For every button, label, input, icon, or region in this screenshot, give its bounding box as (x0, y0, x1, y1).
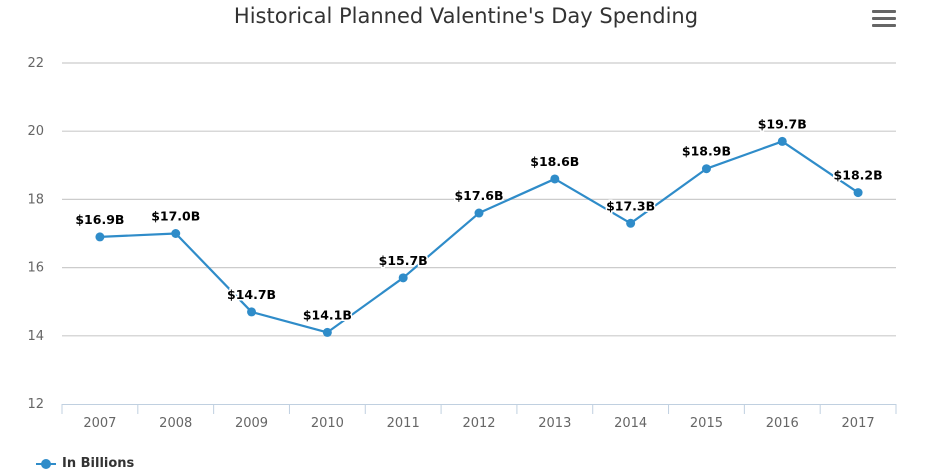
menu-bar (872, 17, 896, 20)
series-line (99, 140, 859, 334)
legend-label: In Billions (62, 456, 135, 471)
x-tick-label: 2008 (159, 416, 192, 431)
x-tick-label: 2013 (538, 416, 571, 431)
data-point (550, 174, 560, 184)
data-label: $18.6B (530, 154, 579, 169)
data-label: $19.7B (758, 116, 807, 131)
y-tick-label: 22 (27, 56, 44, 71)
y-tick-label: 20 (27, 124, 44, 139)
x-tick-label: 2017 (842, 416, 875, 431)
data-point (853, 188, 863, 198)
series-in-billions: $16.9B $17.0B $14.7B $14.1B $15.7B $17.6B $18.… (74, 115, 884, 337)
data-label: $18.2B (834, 168, 883, 183)
data-point (777, 136, 787, 146)
x-tick-label: 2010 (311, 416, 344, 431)
chart-title: Historical Planned Valentine's Day Spend… (233, 4, 699, 28)
y-axis: 12 14 16 18 20 22 (27, 56, 44, 412)
data-point (247, 307, 257, 317)
data-point (171, 229, 181, 238)
y-tick-label: 18 (27, 192, 44, 207)
data-label: $18.9B (682, 144, 731, 159)
data-point (322, 327, 332, 337)
data-label: $17.6B (454, 188, 503, 203)
y-tick-label: 12 (27, 397, 44, 412)
data-label: $15.7B (379, 253, 428, 268)
menu-bar (872, 10, 896, 13)
data-point (474, 208, 484, 218)
data-label: $14.1B (303, 307, 352, 322)
x-tick-label: 2012 (462, 416, 495, 431)
x-tick-label: 2016 (766, 416, 799, 431)
menu-bar (872, 24, 896, 27)
y-tick-label: 16 (27, 261, 44, 276)
x-tick-label: 2014 (614, 416, 647, 431)
x-axis: 2007 2008 2009 2010 2011 2012 2013 2014 2015 2016… (61, 404, 897, 431)
legend-item[interactable]: In Billions (36, 456, 134, 471)
data-label: $16.9B (75, 212, 124, 227)
gridlines (62, 62, 896, 337)
data-label: $17.0B (151, 209, 200, 224)
data-label: $17.3B (606, 198, 655, 213)
data-point (398, 273, 408, 283)
x-tick-label: 2015 (690, 416, 723, 431)
data-point (95, 232, 105, 242)
x-tick-label: 2009 (235, 416, 268, 431)
x-tick-label: 2007 (83, 416, 116, 431)
y-tick-label: 14 (27, 329, 44, 344)
x-tick-label: 2011 (387, 416, 420, 431)
data-label: $14.7B (227, 287, 276, 302)
data-point (626, 218, 636, 228)
hamburger-menu-icon[interactable] (872, 10, 896, 32)
legend-marker-icon (36, 458, 56, 469)
data-point (701, 164, 711, 174)
